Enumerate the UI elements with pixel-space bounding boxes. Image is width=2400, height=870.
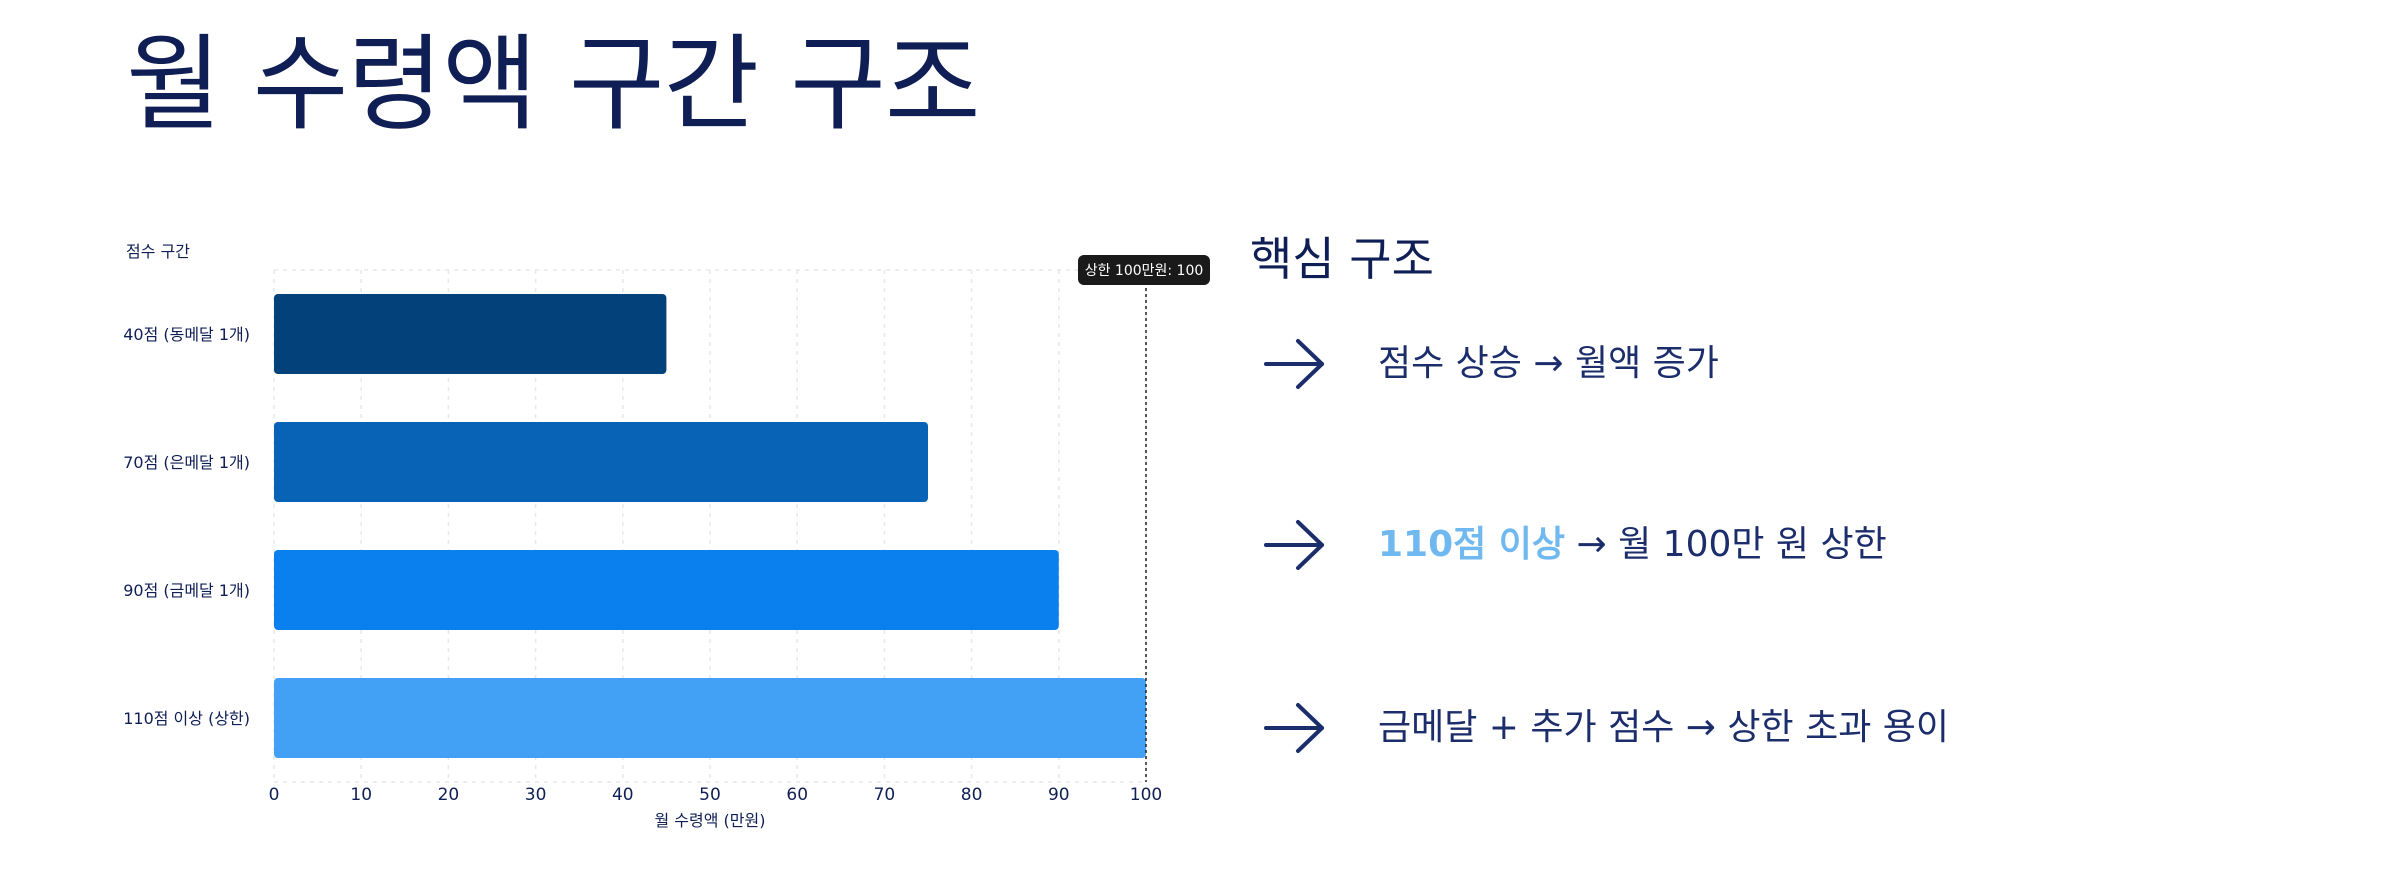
x-tick-label: 30 <box>525 785 547 805</box>
key-point-body: → 월 100만 원 상한 <box>1565 524 1887 565</box>
category-label: 40점 (동메달 1개) <box>123 325 250 344</box>
y-axis-title: 점수 구간 <box>126 242 190 261</box>
reference-line-group: 상한 100만원: 100 <box>1078 255 1210 782</box>
bar <box>274 678 1146 758</box>
x-tick-label: 70 <box>874 785 896 805</box>
key-point: 점수 상승 → 월액 증가 <box>1262 336 1719 392</box>
key-point: 금메달 + 추가 점수 → 상한 초과 용이 <box>1262 700 1949 756</box>
bar <box>274 294 667 374</box>
x-tick-label: 20 <box>438 785 460 805</box>
category-label: 90점 (금메달 1개) <box>123 581 250 600</box>
reference-annotation-label: 상한 100만원: 100 <box>1085 263 1204 279</box>
x-axis-title: 월 수령액 (만원) <box>655 811 766 830</box>
x-tick-label: 10 <box>350 785 372 805</box>
x-tick-label: 60 <box>786 785 808 805</box>
page-title: 월 수령액 구간 구조 <box>126 23 981 145</box>
key-point-text: 110점 이상 → 월 100만 원 상한 <box>1378 527 1887 563</box>
x-tick-label: 80 <box>961 785 983 805</box>
key-point: 110점 이상 → 월 100만 원 상한 <box>1262 517 1887 573</box>
arrow-right-icon <box>1262 336 1328 392</box>
arrow-right-icon <box>1262 517 1328 573</box>
category-label: 70점 (은메달 1개) <box>123 453 250 472</box>
key-point-text: 점수 상승 → 월액 증가 <box>1378 346 1719 382</box>
bar-chart: 상한 100만원: 100 40점 (동메달 1개) 70점 (은메달 1개) 90… <box>123 242 1210 830</box>
x-tick-label: 0 <box>269 785 280 805</box>
key-point-body: 점수 상승 → 월액 증가 <box>1378 343 1719 384</box>
x-tick-label: 40 <box>612 785 634 805</box>
reference-annotation-box <box>1078 255 1210 285</box>
panel-title: 핵심 구조 <box>1250 232 1434 286</box>
arrow-right-icon <box>1262 700 1328 756</box>
x-tick-label: 90 <box>1048 785 1070 805</box>
key-structure-panel: 핵심 구조 <box>1250 232 2370 287</box>
bar <box>274 422 928 502</box>
x-tick-label: 50 <box>699 785 721 805</box>
key-point-highlight: 110점 이상 <box>1378 524 1566 565</box>
labels: 40점 (동메달 1개) 70점 (은메달 1개) 90점 (금메달 1개) 110점… <box>123 242 1162 830</box>
x-tick-label: 100 <box>1130 785 1162 805</box>
bar <box>274 550 1059 630</box>
key-point-text: 금메달 + 추가 점수 → 상한 초과 용이 <box>1378 710 1949 746</box>
category-label: 110점 이상 (상한) <box>123 709 250 728</box>
key-point-body: 금메달 + 추가 점수 → 상한 초과 용이 <box>1378 707 1949 748</box>
bars <box>274 294 1146 758</box>
